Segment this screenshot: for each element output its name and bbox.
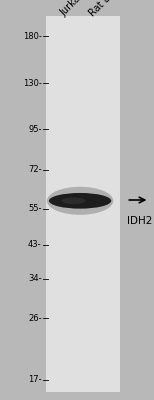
Text: 180-: 180- (23, 32, 42, 40)
Text: Jurkat: Jurkat (59, 0, 86, 18)
Text: 130-: 130- (23, 79, 42, 88)
Text: 72-: 72- (28, 165, 42, 174)
Ellipse shape (49, 193, 111, 209)
Text: 55-: 55- (28, 204, 42, 213)
Text: IDH2: IDH2 (127, 216, 152, 226)
Text: Rat Brain: Rat Brain (88, 0, 127, 18)
Ellipse shape (47, 187, 113, 215)
FancyBboxPatch shape (46, 16, 120, 392)
Text: 34-: 34- (28, 274, 42, 284)
Text: 17-: 17- (28, 376, 42, 384)
Text: 26-: 26- (28, 314, 42, 322)
Text: 43-: 43- (28, 240, 42, 249)
Text: 95-: 95- (28, 125, 42, 134)
Ellipse shape (61, 198, 85, 204)
